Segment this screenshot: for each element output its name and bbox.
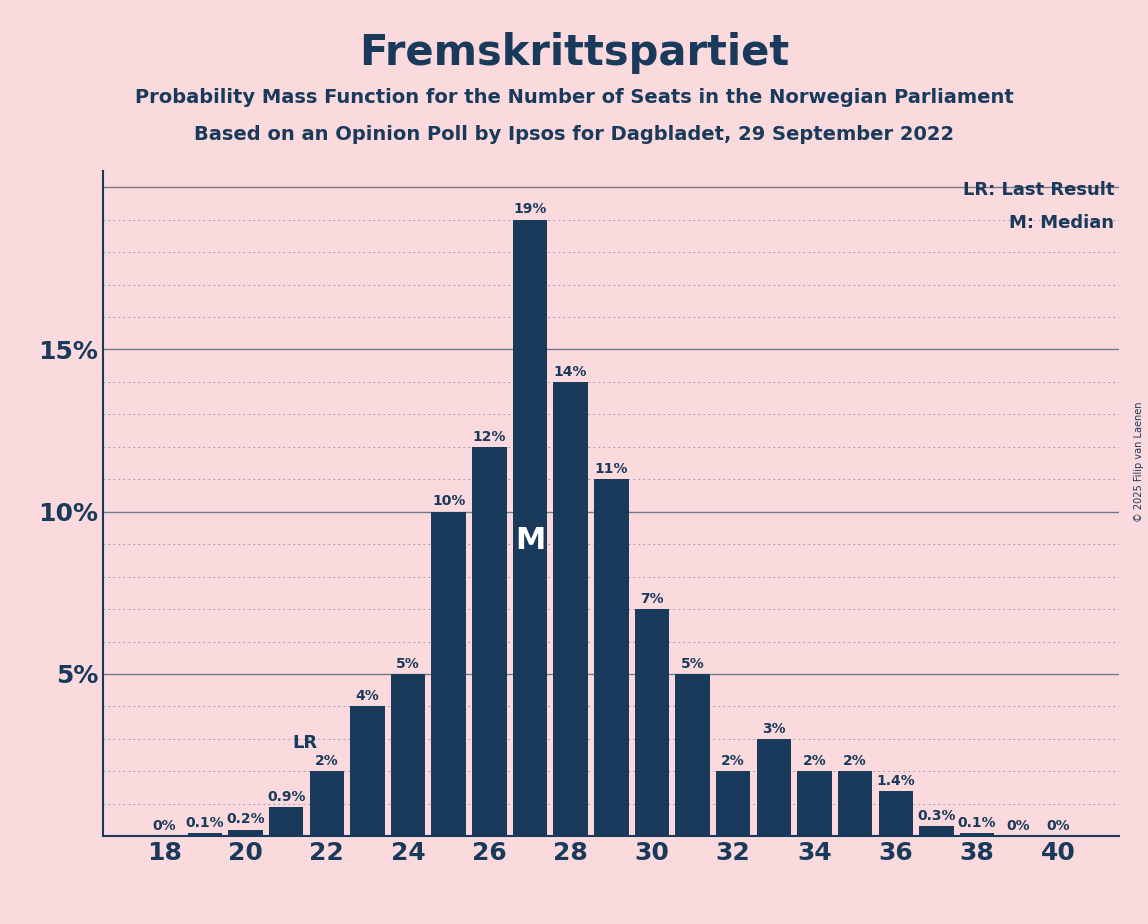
Bar [269,807,303,836]
Bar [390,674,426,836]
Bar [716,772,751,836]
Bar [838,772,872,836]
Bar [878,791,913,836]
Text: 0%: 0% [1006,819,1030,833]
Text: 0.1%: 0.1% [186,816,224,830]
Bar [553,382,588,836]
Bar [432,512,466,836]
Text: © 2025 Filip van Laenen: © 2025 Filip van Laenen [1134,402,1143,522]
Text: 1.4%: 1.4% [876,773,915,787]
Text: LR: Last Result: LR: Last Result [963,181,1115,199]
Text: 0.9%: 0.9% [267,790,305,804]
Text: Based on an Opinion Poll by Ipsos for Dagbladet, 29 September 2022: Based on an Opinion Poll by Ipsos for Da… [194,125,954,144]
Text: 0.2%: 0.2% [226,812,265,826]
Text: 10%: 10% [432,494,465,508]
Text: Probability Mass Function for the Number of Seats in the Norwegian Parliament: Probability Mass Function for the Number… [134,88,1014,107]
Text: 2%: 2% [844,754,867,768]
Text: M: M [514,526,545,554]
Text: 14%: 14% [554,365,588,379]
Bar [635,609,669,836]
Text: 2%: 2% [802,754,827,768]
Text: Fremskrittspartiet: Fremskrittspartiet [359,32,789,74]
Bar [920,826,954,836]
Text: 3%: 3% [762,722,785,736]
Text: 19%: 19% [513,202,546,216]
Bar [472,447,506,836]
Text: 2%: 2% [315,754,339,768]
Bar [187,833,223,836]
Text: 5%: 5% [681,657,705,671]
Text: 12%: 12% [473,430,506,444]
Text: 0.3%: 0.3% [917,809,955,823]
Bar [960,833,994,836]
Bar [228,830,263,836]
Text: 5%: 5% [396,657,420,671]
Bar [757,739,791,836]
Bar [310,772,344,836]
Bar [797,772,832,836]
Bar [350,707,385,836]
Bar [513,220,548,836]
Text: M: Median: M: Median [1009,214,1115,232]
Bar [675,674,709,836]
Text: LR: LR [292,734,317,752]
Text: 7%: 7% [641,591,664,606]
Text: 2%: 2% [721,754,745,768]
Text: 11%: 11% [595,462,628,476]
Text: 0.1%: 0.1% [957,816,996,830]
Bar [594,480,629,836]
Text: 4%: 4% [356,689,379,703]
Text: 0%: 0% [1047,819,1070,833]
Text: 0%: 0% [153,819,176,833]
